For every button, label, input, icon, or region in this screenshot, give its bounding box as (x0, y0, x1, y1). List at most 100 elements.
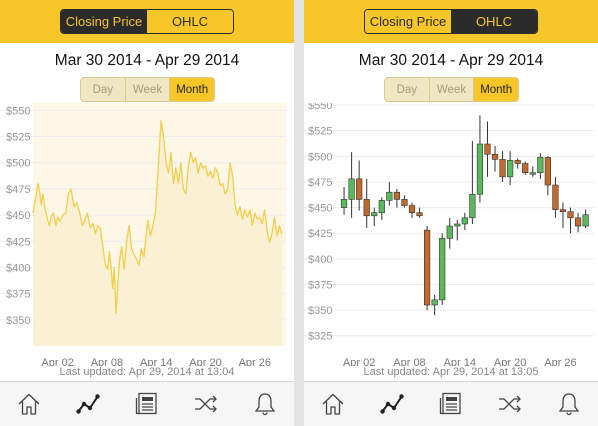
candle-body (416, 212, 423, 217)
last-updated-text: Last updated: Apr 29, 2014 at 13:05 (363, 366, 539, 378)
y-tick-label: $550 (308, 103, 332, 112)
tab-home[interactable] (304, 382, 363, 426)
y-tick-label: $425 (6, 236, 30, 248)
period-month-button[interactable]: Month (474, 78, 518, 101)
y-tick-label: $350 (6, 315, 30, 327)
top-bar: Closing Price OHLC (0, 0, 294, 43)
candle-body (446, 225, 453, 239)
chart-mode-toggle: Closing Price OHLC (60, 9, 234, 34)
y-tick-label: $500 (308, 151, 332, 163)
candle-body (567, 211, 574, 219)
candle-body (469, 193, 476, 219)
y-tick-label: $375 (308, 279, 332, 291)
candle-body (363, 199, 370, 217)
candle-body (582, 214, 589, 227)
candle-body (348, 178, 355, 200)
candle-body (431, 299, 438, 306)
candle-body (552, 184, 559, 210)
x-tick-label: Apr 08 (393, 357, 425, 366)
ohlc-screen: Closing Price OHLC Mar 30 2014 - Apr 29 … (304, 0, 598, 426)
closing-price-screen: Closing Price OHLC Mar 30 2014 - Apr 29 … (0, 0, 294, 426)
x-tick-label: Apr 02 (343, 357, 375, 366)
tab-alerts[interactable] (235, 382, 294, 426)
price-line (32, 120, 283, 315)
chart-icon (76, 394, 100, 414)
x-tick-label: Apr 26 (544, 357, 576, 366)
candle-body (408, 205, 416, 214)
y-tick-label: $450 (6, 210, 30, 222)
price-area (33, 120, 282, 346)
y-tick-label: $425 (308, 228, 332, 240)
candle-body (537, 157, 544, 174)
y-tick-label: $475 (308, 177, 332, 189)
period-week-button[interactable]: Week (428, 78, 475, 101)
news-icon (439, 392, 461, 415)
last-updated-text: Last updated: Apr 29, 2014 at 13:04 (59, 366, 235, 378)
candle-body (371, 212, 378, 217)
tab-bar (304, 381, 598, 426)
candle-body (544, 157, 551, 186)
period-day-button[interactable]: Day (92, 83, 114, 96)
tab-news[interactable] (422, 382, 481, 426)
x-tick-label: Apr 14 (444, 357, 476, 366)
closing-price-tab[interactable]: Closing Price (365, 10, 451, 33)
candle-body (514, 160, 521, 164)
tab-home[interactable] (0, 382, 59, 426)
candle-body (559, 209, 567, 212)
news-icon (135, 392, 157, 415)
top-bar: Closing Price OHLC (304, 0, 598, 43)
candle-body (484, 143, 491, 155)
tab-alerts[interactable] (539, 382, 598, 426)
ohlc-tab[interactable]: OHLC (147, 10, 233, 33)
candle-body (393, 191, 401, 200)
date-range-title: Mar 30 2014 - Apr 29 2014 (54, 52, 240, 69)
tab-bar (0, 381, 294, 426)
y-tick-label: $375 (6, 289, 30, 301)
closing-price-tab[interactable]: Closing Price (61, 10, 147, 33)
period-week-button[interactable]: Week (124, 78, 171, 101)
x-tick-label: Apr 14 (140, 357, 172, 366)
y-tick-label: $525 (6, 132, 30, 144)
x-tick-label: Apr 20 (189, 357, 221, 366)
shuffle-icon (498, 395, 521, 413)
y-tick-label: $550 (6, 105, 30, 117)
period-day-button[interactable]: Day (396, 83, 418, 96)
candle-body (356, 178, 363, 200)
period-selector: Day Week Month (80, 77, 215, 102)
x-tick-label: Apr 02 (41, 357, 73, 366)
candle-body (499, 159, 506, 178)
x-tick-label: Apr 08 (91, 357, 123, 366)
y-tick-label: $500 (6, 158, 30, 170)
candle-body (461, 217, 468, 225)
ohlc-tab[interactable]: OHLC (451, 10, 537, 33)
candle-body (423, 229, 431, 306)
tab-chart[interactable] (59, 382, 118, 426)
y-tick-label: $450 (308, 203, 332, 215)
candle-body (454, 223, 461, 227)
x-tick-label: Apr 20 (494, 357, 526, 366)
y-tick-label: $400 (308, 254, 332, 266)
bell-icon (558, 393, 579, 416)
screen-divider (294, 0, 304, 426)
candle-body (529, 172, 536, 175)
chart-mode-toggle: Closing Price OHLC (364, 9, 538, 34)
y-tick-label: $400 (6, 262, 30, 274)
candle-body (401, 199, 408, 206)
candle-body (522, 163, 529, 174)
ohlc-chart: $550 $525 $500 $475 $450 $425 $400 $375 $350 $325… (304, 103, 594, 366)
y-tick-label: $475 (6, 184, 30, 196)
y-tick-label: $325 (308, 331, 332, 343)
date-range-title: Mar 30 2014 - Apr 29 2014 (358, 52, 544, 69)
shuffle-icon (194, 395, 217, 413)
tab-shuffle[interactable] (480, 382, 539, 426)
candle-body (491, 153, 499, 160)
bell-icon (254, 393, 275, 416)
x-tick-label: Apr 26 (239, 357, 271, 366)
tab-shuffle[interactable] (176, 382, 235, 426)
tab-chart[interactable] (363, 382, 422, 426)
period-month-button[interactable]: Month (170, 78, 214, 101)
candle-body (507, 160, 514, 178)
candle-body (386, 191, 393, 201)
y-tick-label: $525 (308, 126, 332, 138)
tab-news[interactable] (118, 382, 177, 426)
